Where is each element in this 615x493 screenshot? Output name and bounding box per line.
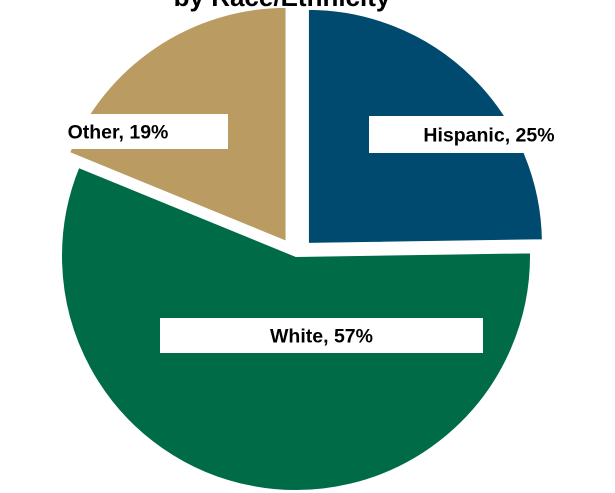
- label-box-other: [8, 114, 228, 149]
- label-other: Other, 19%: [68, 122, 169, 144]
- label-box-hispanic: [369, 116, 609, 153]
- pie-slices: [60, 5, 544, 492]
- label-white: White, 57%: [270, 326, 373, 348]
- label-hispanic: Hispanic, 25%: [423, 125, 554, 147]
- label-box-white: [160, 318, 483, 353]
- slice-labels: Hispanic, 25% White, 57% Other, 19%: [8, 114, 609, 353]
